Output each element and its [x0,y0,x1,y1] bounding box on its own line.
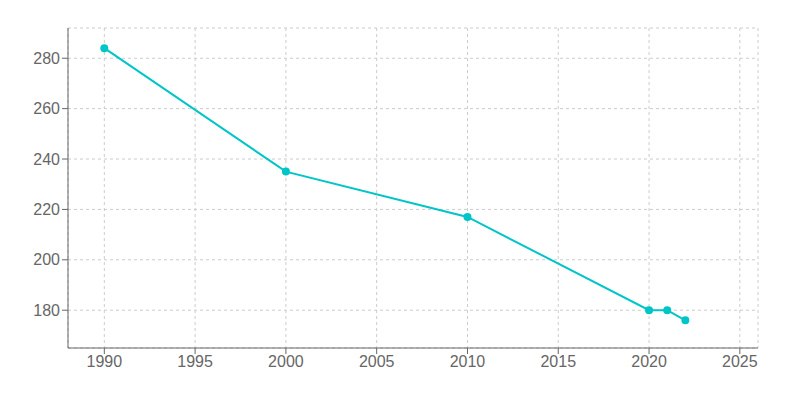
svg-text:280: 280 [33,50,60,67]
svg-text:220: 220 [33,201,60,218]
svg-text:200: 200 [33,251,60,268]
svg-text:240: 240 [33,151,60,168]
svg-text:2005: 2005 [359,353,395,370]
svg-text:1995: 1995 [177,353,213,370]
svg-text:260: 260 [33,100,60,117]
svg-text:2025: 2025 [722,353,758,370]
svg-text:2010: 2010 [450,353,486,370]
svg-text:2015: 2015 [540,353,576,370]
svg-text:180: 180 [33,302,60,319]
svg-text:2020: 2020 [631,353,667,370]
svg-text:1990: 1990 [87,353,123,370]
svg-text:2000: 2000 [268,353,304,370]
